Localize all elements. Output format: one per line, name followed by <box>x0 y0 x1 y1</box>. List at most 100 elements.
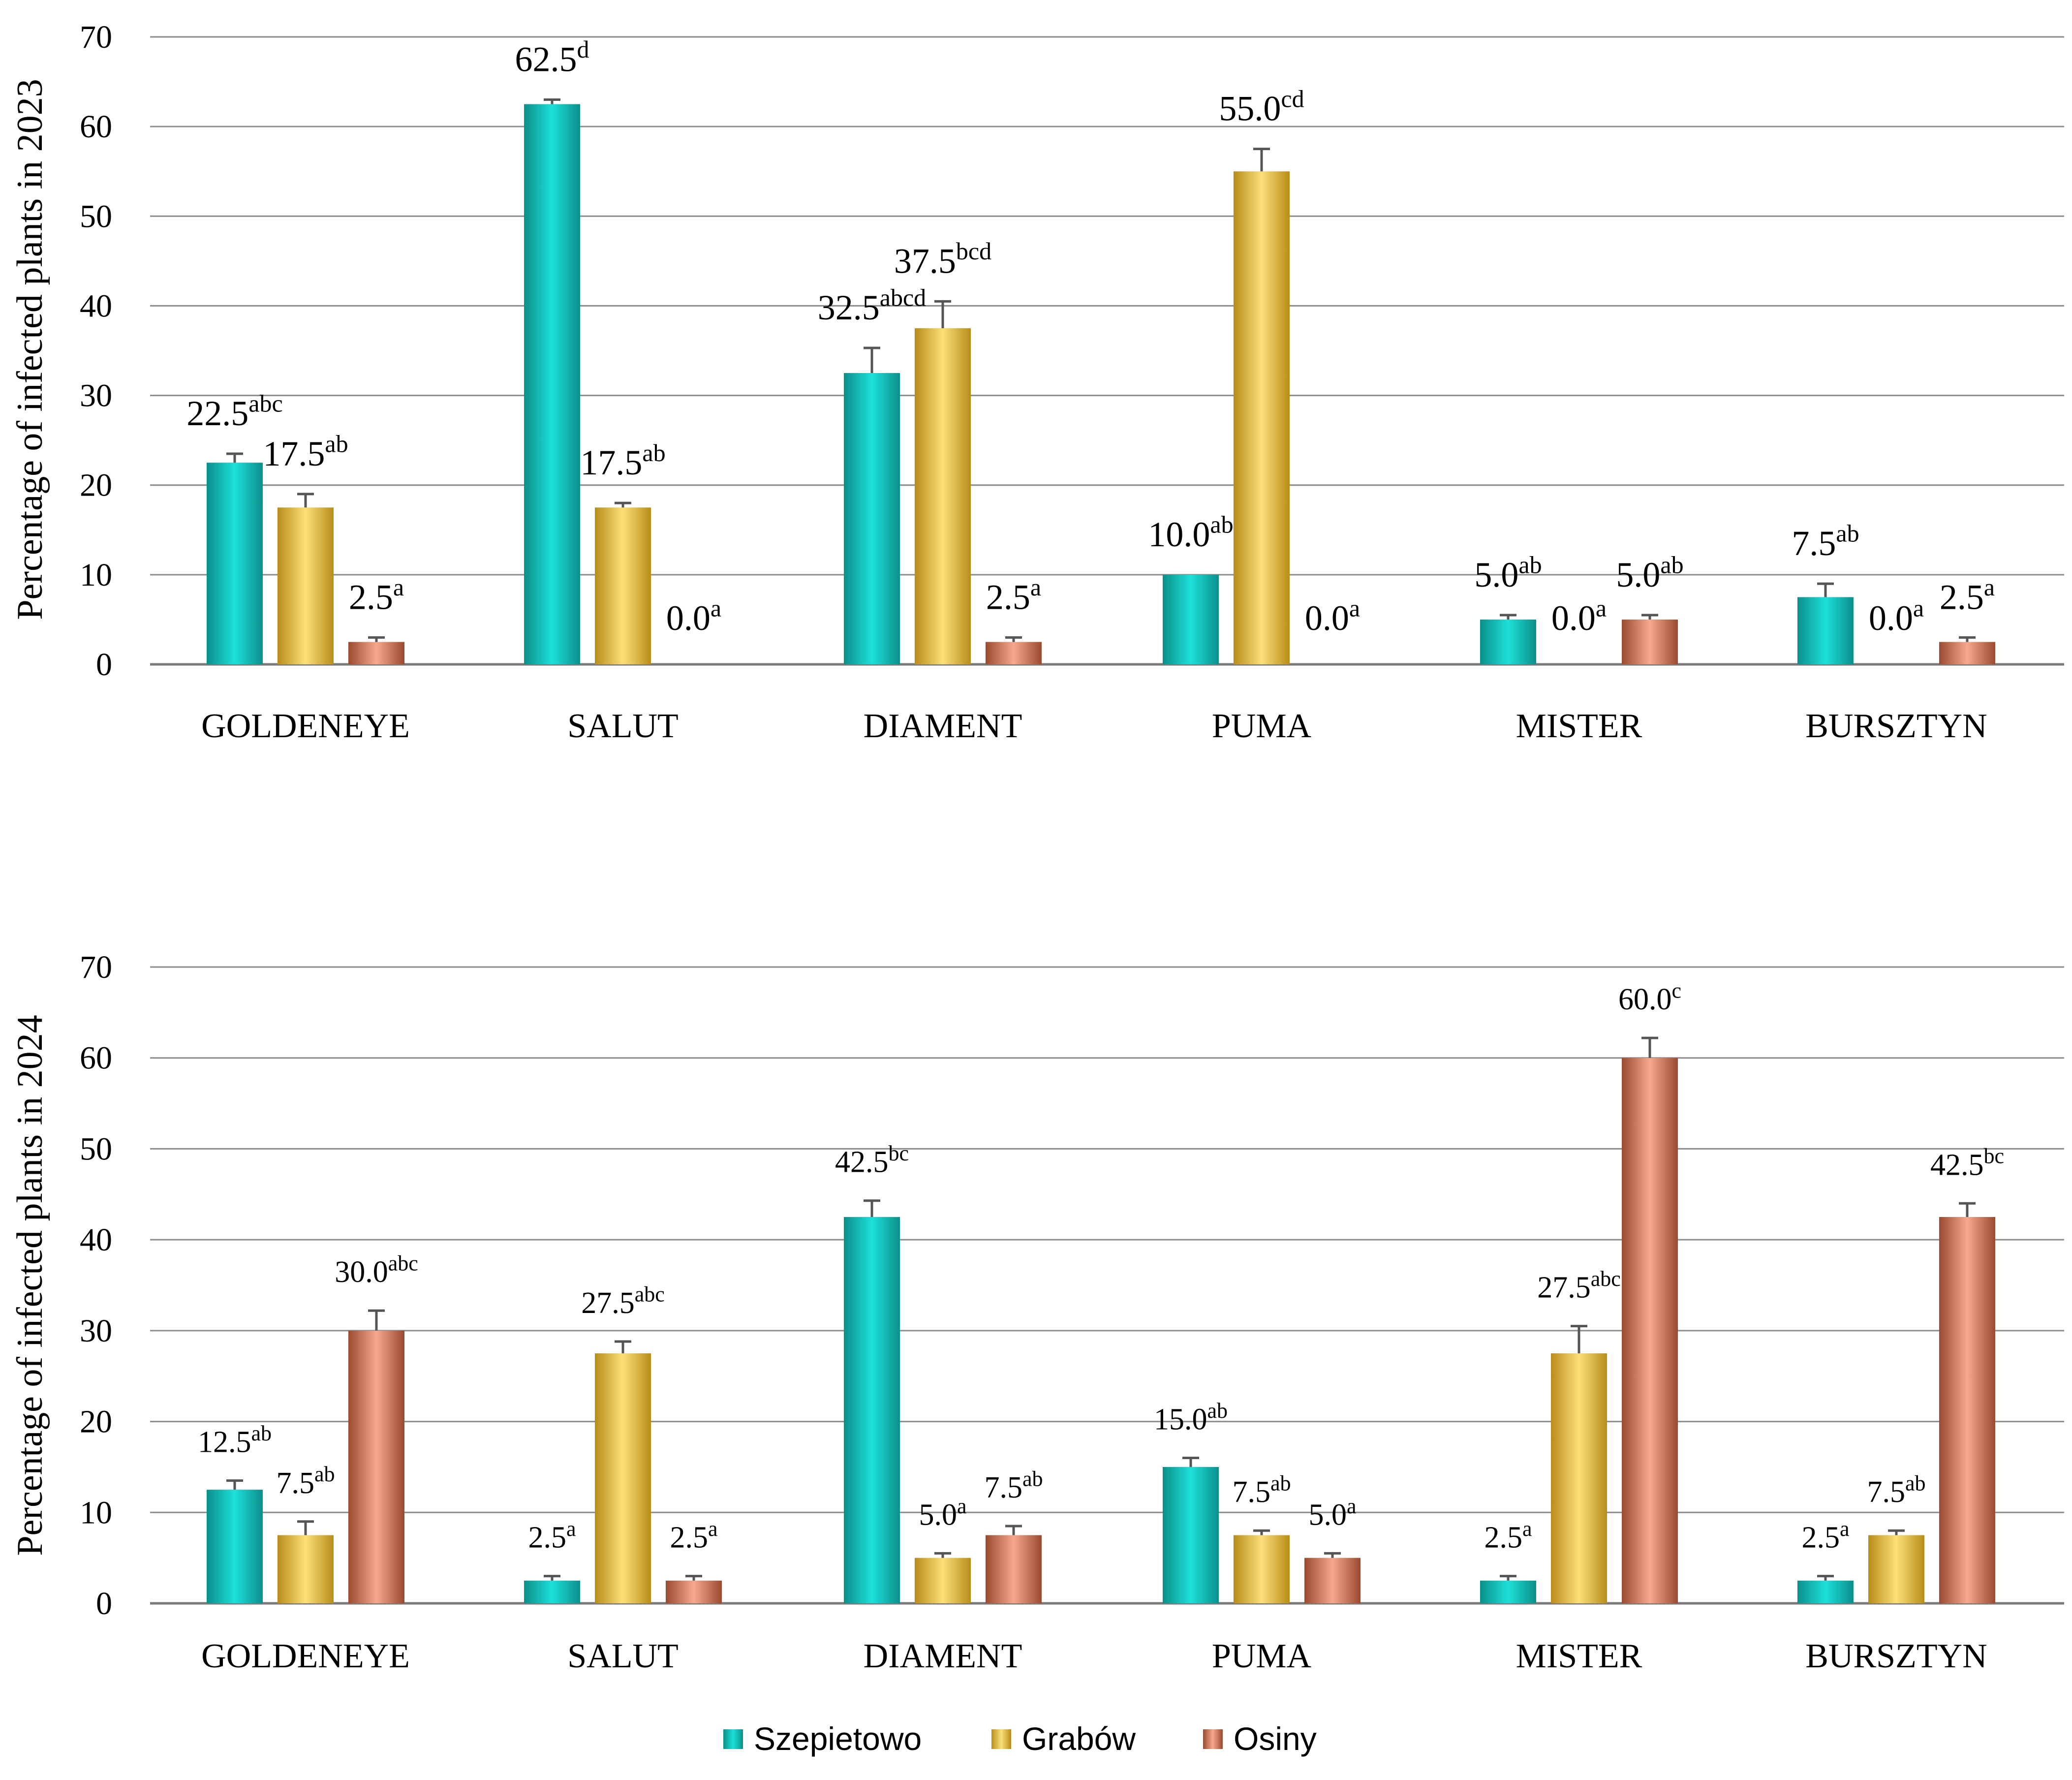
y-tick-label: 60 <box>80 1040 112 1076</box>
legend-swatch-grabw <box>991 1729 1011 1749</box>
bar-osiny-bursztyn <box>1939 1217 1995 1603</box>
data-label: 30.0abc <box>335 1251 418 1289</box>
bar-osiny-mister <box>1622 1058 1678 1603</box>
data-label: 42.5bc <box>1930 1144 2004 1182</box>
bar-osiny-diament <box>986 1535 1042 1603</box>
data-label: 7.5ab <box>1232 1471 1291 1509</box>
y-tick-label: 30 <box>80 378 112 414</box>
bar-szepietowo-mister <box>1480 619 1536 664</box>
bar-osiny-salut <box>666 1580 722 1603</box>
category-label-bursztyn: BURSZTYN <box>1805 1637 1987 1675</box>
data-label: 17.5ab <box>580 439 665 482</box>
bar-szepietowo-puma <box>1163 1467 1219 1603</box>
bar-szepietowo-goldeneye <box>207 1490 263 1603</box>
data-label: 5.0a <box>919 1494 966 1532</box>
bar-osiny-goldeneye <box>348 642 404 664</box>
y-tick-label: 30 <box>80 1313 112 1349</box>
data-label: 7.5ab <box>276 1462 335 1500</box>
bar-szepietowo-puma <box>1163 574 1219 664</box>
data-label: 2.5a <box>349 573 404 617</box>
bar-grabw-salut <box>595 1353 651 1603</box>
y-tick-label: 40 <box>80 1222 112 1258</box>
bar-szepietowo-bursztyn <box>1797 597 1854 664</box>
bar-grabw-puma <box>1234 1535 1290 1603</box>
bar-grabw-diament <box>915 1558 971 1603</box>
data-label: 7.5ab <box>984 1467 1043 1504</box>
data-label: 5.0a <box>1308 1494 1356 1532</box>
data-label: 15.0ab <box>1154 1399 1228 1436</box>
data-label: 0.0a <box>666 594 721 638</box>
legend-label-szepietowo: Szepietowo <box>754 1720 922 1757</box>
y-tick-label: 10 <box>80 557 112 593</box>
data-label: 2.5a <box>1484 1517 1532 1555</box>
data-label: 55.0cd <box>1219 85 1304 128</box>
data-label: 2.5a <box>528 1517 576 1555</box>
data-label: 7.5ab <box>1867 1471 1925 1509</box>
chart-2023: Percentage of infected plants in 2023 0 1… <box>10 19 2064 745</box>
data-label: 5.0ab <box>1616 551 1683 594</box>
category-label-goldeneye: GOLDENEYE <box>201 1637 410 1675</box>
bar-szepietowo-diament <box>844 373 900 664</box>
data-label: 2.5a <box>1801 1517 1849 1555</box>
y-tick-label: 40 <box>80 288 112 324</box>
y-tick-label: 0 <box>96 1586 112 1622</box>
category-label-puma: PUMA <box>1212 1637 1312 1675</box>
y-tick-label: 0 <box>96 647 112 683</box>
data-label: 0.0a <box>1869 594 1924 638</box>
category-label-puma: PUMA <box>1212 707 1312 745</box>
category-label-mister: MISTER <box>1516 1637 1642 1675</box>
category-label-goldeneye: GOLDENEYE <box>201 707 410 745</box>
y-tick-label: 50 <box>80 1131 112 1167</box>
bar-szepietowo-goldeneye <box>207 463 263 664</box>
bar-grabw-goldeneye <box>278 507 334 664</box>
bar-szepietowo-mister <box>1480 1580 1536 1603</box>
bar-grabw-diament <box>915 328 971 664</box>
y-tick-label: 20 <box>80 468 112 503</box>
bar-osiny-mister <box>1622 619 1678 664</box>
data-label: 5.0ab <box>1474 551 1542 594</box>
legend-swatch-szepietowo <box>723 1729 743 1749</box>
y-tick-label: 20 <box>80 1404 112 1440</box>
category-label-mister: MISTER <box>1516 707 1642 745</box>
data-label: 60.0c <box>1618 979 1681 1017</box>
data-label: 32.5abcd <box>818 284 926 327</box>
bar-szepietowo-salut <box>524 1580 580 1603</box>
y-axis-title-2024: Percentage of infected plants in 2024 <box>10 1015 50 1556</box>
y-tick-label: 60 <box>80 109 112 145</box>
bar-szepietowo-salut <box>524 104 580 664</box>
chart-2024: Percentage of infected plants in 2024 0 1… <box>10 949 2064 1675</box>
category-label-bursztyn: BURSZTYN <box>1805 707 1987 745</box>
bar-szepietowo-bursztyn <box>1797 1580 1854 1603</box>
data-label: 0.0a <box>1305 594 1360 638</box>
y-tick-label: 70 <box>80 949 112 985</box>
data-label: 27.5abc <box>1537 1267 1621 1305</box>
legend-label-osiny: Osiny <box>1234 1720 1317 1757</box>
bar-grabw-mister <box>1551 1353 1607 1603</box>
category-label-salut: SALUT <box>567 1637 679 1675</box>
legend-label-grabw: Grabów <box>1022 1720 1136 1757</box>
y-axis-title-2023: Percentage of infected plants in 2023 <box>10 79 50 620</box>
data-label: 62.5d <box>515 35 589 79</box>
data-label: 10.0ab <box>1148 510 1233 554</box>
y-tick-label: 70 <box>80 19 112 55</box>
category-label-diament: DIAMENT <box>864 1637 1022 1675</box>
bar-osiny-puma <box>1304 1558 1361 1603</box>
bar-grabw-salut <box>595 507 651 664</box>
category-label-diament: DIAMENT <box>864 707 1022 745</box>
data-label: 22.5abc <box>186 390 282 433</box>
bar-grabw-bursztyn <box>1868 1535 1924 1603</box>
data-label: 2.5a <box>1940 573 1995 617</box>
category-label-salut: SALUT <box>567 707 679 745</box>
data-label: 7.5ab <box>1792 520 1859 563</box>
bar-grabw-puma <box>1234 171 1290 664</box>
y-tick-label: 50 <box>80 198 112 234</box>
bar-osiny-bursztyn <box>1939 642 1995 664</box>
legend-swatch-osiny <box>1203 1729 1223 1749</box>
legend: Szepietowo Grabów Osiny <box>723 1720 1317 1757</box>
data-label: 0.0a <box>1551 594 1607 638</box>
bar-osiny-goldeneye <box>348 1330 404 1603</box>
data-label: 2.5a <box>670 1517 717 1555</box>
y-tick-label: 10 <box>80 1495 112 1530</box>
bar-grabw-goldeneye <box>278 1535 334 1603</box>
